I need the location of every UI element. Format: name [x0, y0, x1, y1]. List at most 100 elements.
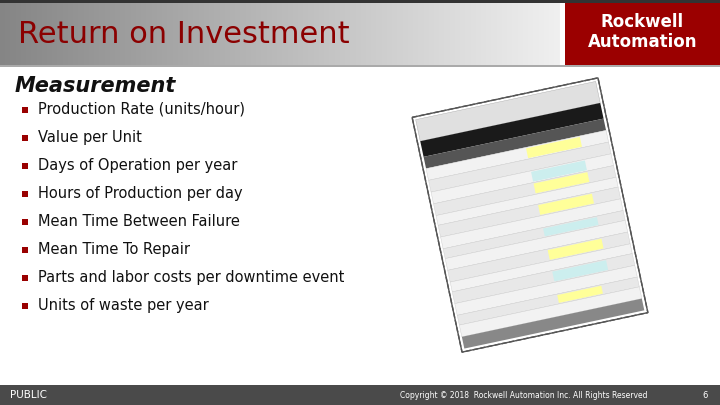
Bar — [194, 0, 195, 65]
Bar — [191, 0, 192, 65]
Bar — [319, 0, 320, 65]
Bar — [306, 0, 307, 65]
Bar — [77, 0, 78, 65]
Bar — [301, 0, 302, 65]
Bar — [125, 0, 126, 65]
Bar — [431, 0, 432, 65]
Bar — [220, 0, 221, 65]
Text: Production Rate (units/hour): Production Rate (units/hour) — [38, 102, 245, 117]
Bar — [446, 0, 447, 65]
Bar — [404, 0, 405, 65]
Bar — [67, 0, 68, 65]
Bar — [246, 0, 247, 65]
Bar — [216, 0, 217, 65]
Bar — [233, 0, 234, 65]
Bar — [22, 247, 28, 252]
Bar — [275, 0, 276, 65]
Bar — [251, 0, 252, 65]
Bar — [408, 0, 409, 65]
Bar — [295, 0, 296, 65]
Bar — [511, 0, 512, 65]
Bar — [287, 0, 288, 65]
Bar — [503, 0, 504, 65]
Bar — [127, 0, 128, 65]
Bar — [12, 0, 13, 65]
Bar — [2, 0, 3, 65]
Bar — [402, 0, 403, 65]
Bar — [494, 0, 495, 65]
Bar — [62, 0, 63, 65]
Bar — [22, 162, 28, 168]
Bar — [61, 0, 62, 65]
Bar — [379, 0, 380, 65]
Bar — [420, 0, 421, 65]
Bar — [471, 0, 472, 65]
Bar — [515, 0, 516, 65]
Bar — [365, 0, 366, 65]
Polygon shape — [548, 239, 603, 260]
Bar — [407, 0, 408, 65]
Bar — [112, 0, 113, 65]
Bar — [84, 0, 85, 65]
Bar — [328, 0, 329, 65]
Bar — [48, 0, 49, 65]
Text: Mean Time Between Failure: Mean Time Between Failure — [38, 214, 240, 229]
Bar — [307, 0, 308, 65]
Bar — [331, 0, 332, 65]
Bar — [224, 0, 225, 65]
Bar — [436, 0, 437, 65]
Bar — [519, 0, 520, 65]
Bar — [387, 0, 388, 65]
Bar — [482, 0, 483, 65]
Bar — [512, 0, 513, 65]
Bar — [316, 0, 317, 65]
Bar — [286, 0, 287, 65]
Bar — [353, 0, 354, 65]
Bar — [535, 0, 536, 65]
Bar — [257, 0, 258, 65]
Bar — [248, 0, 249, 65]
Bar — [265, 0, 266, 65]
Bar — [400, 0, 401, 65]
Bar — [22, 303, 28, 309]
Bar — [56, 0, 57, 65]
Bar — [261, 0, 262, 65]
Bar — [181, 0, 182, 65]
Bar — [288, 0, 289, 65]
Bar — [106, 0, 107, 65]
Bar — [426, 0, 427, 65]
Bar — [66, 0, 67, 65]
Bar — [462, 0, 463, 65]
Text: Days of Operation per year: Days of Operation per year — [38, 158, 238, 173]
Bar — [516, 0, 517, 65]
Polygon shape — [557, 286, 603, 303]
Bar — [235, 0, 236, 65]
Bar — [304, 0, 305, 65]
Bar — [21, 0, 22, 65]
Bar — [553, 0, 554, 65]
Bar — [92, 0, 93, 65]
Bar — [346, 0, 347, 65]
Bar — [556, 0, 557, 65]
Bar — [371, 0, 372, 65]
Bar — [501, 0, 502, 65]
Bar — [448, 0, 449, 65]
Bar — [298, 0, 299, 65]
Bar — [5, 0, 6, 65]
Bar — [63, 0, 64, 65]
Bar — [326, 0, 327, 65]
Bar — [189, 0, 190, 65]
Bar — [356, 0, 357, 65]
Bar — [334, 0, 335, 65]
Bar — [313, 0, 314, 65]
Bar — [421, 0, 422, 65]
Bar — [49, 0, 50, 65]
Polygon shape — [426, 130, 608, 180]
Bar — [0, 0, 720, 3]
Bar — [245, 0, 246, 65]
Bar — [53, 0, 54, 65]
Bar — [203, 0, 204, 65]
Bar — [75, 0, 76, 65]
Bar — [229, 0, 230, 65]
Bar — [345, 0, 346, 65]
